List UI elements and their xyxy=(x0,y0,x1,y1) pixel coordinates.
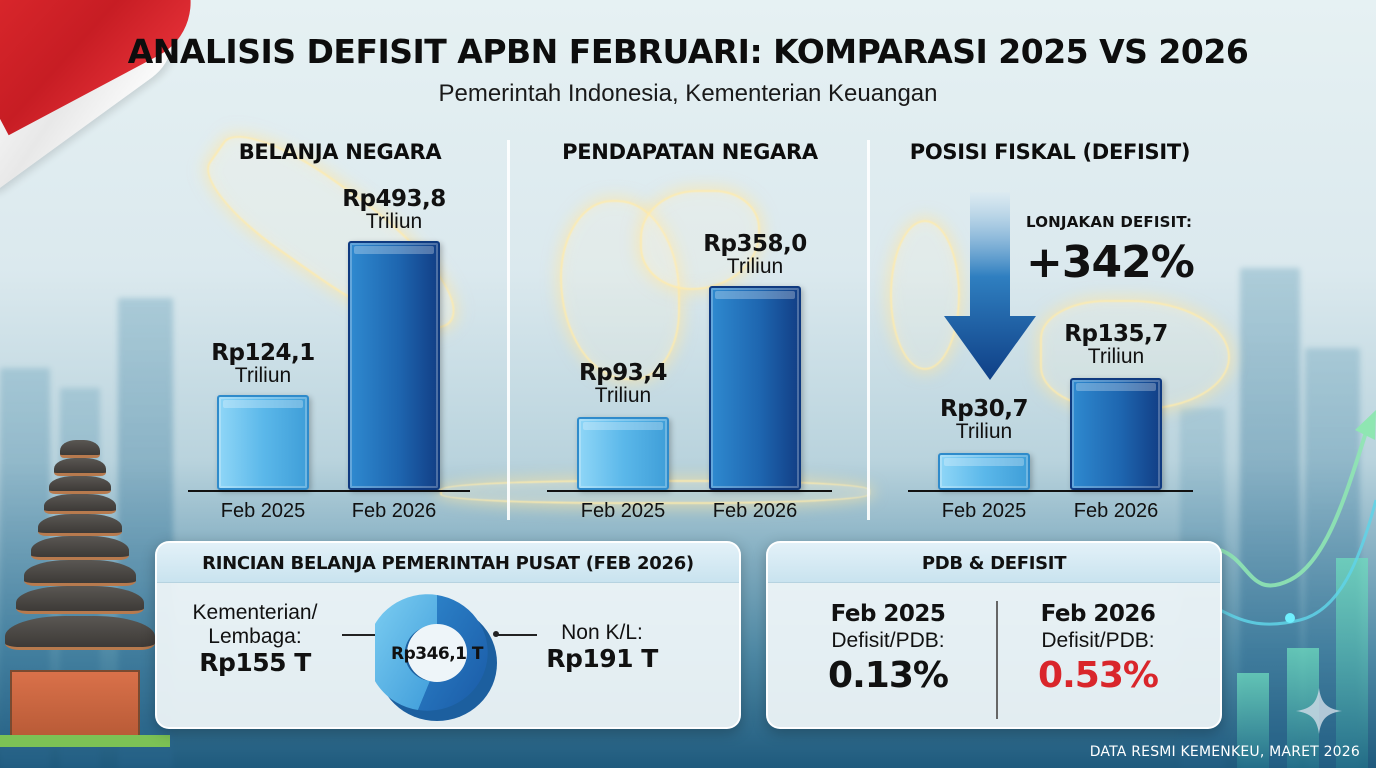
surge-value: +342% xyxy=(1026,237,1195,288)
pdb-label: Defisit/PDB: xyxy=(1041,629,1155,652)
breakdown-card: RINCIAN BELANJA PEMERINTAH PUSAT (FEB 20… xyxy=(155,541,741,729)
column-divider xyxy=(996,601,998,719)
panel-belanja-negara: BELANJA NEGARA Rp124,1 Triliun Rp493,8 T… xyxy=(180,130,500,530)
panel-divider xyxy=(507,140,510,520)
panel-pendapatan-negara: PENDAPATAN NEGARA Rp93,4 Triliun Rp358,0… xyxy=(520,130,860,530)
pdb-year: Feb 2025 xyxy=(830,601,946,627)
x-axis-label: Feb 2026 xyxy=(1073,500,1159,522)
page-title: ANALISIS DEFISIT APBN FEBRUARI: KOMPARAS… xyxy=(127,32,1249,71)
bar-value-label: Rp135,7 Triliun xyxy=(1064,321,1168,368)
bali-temple-decoration xyxy=(0,430,170,750)
bar-value-label: Rp124,1 Triliun xyxy=(211,340,315,387)
leader-dot xyxy=(493,631,499,637)
x-axis-label: Feb 2025 xyxy=(580,500,666,522)
chart-baseline xyxy=(547,490,832,492)
card-title: RINCIAN BELANJA PEMERINTAH PUSAT (FEB 20… xyxy=(157,543,739,583)
chart-baseline xyxy=(908,490,1193,492)
legend-kementerian-lembaga: Kementerian/ Lembaga: Rp155 T xyxy=(192,601,318,677)
sparkle-icon xyxy=(1296,688,1342,734)
bar-value-label: Rp493,8 Triliun xyxy=(342,186,446,233)
pdb-column-2025: Feb 2025 Defisit/PDB: 0.13% xyxy=(788,601,988,696)
surge-label: LONJAKAN DEFISIT: xyxy=(1026,213,1193,231)
panel-title: BELANJA NEGARA xyxy=(238,140,442,164)
x-axis-label: Feb 2025 xyxy=(941,500,1027,522)
pdb-value-highlight: 0.53% xyxy=(1038,655,1159,696)
panel-title: POSISI FISKAL (DEFISIT) xyxy=(909,140,1191,164)
panel-divider xyxy=(867,140,870,520)
leader-line xyxy=(497,634,537,636)
page-subtitle: Pemerintah Indonesia, Kementerian Keuang… xyxy=(438,80,938,107)
x-axis-label: Feb 2026 xyxy=(712,500,798,522)
pdb-label: Defisit/PDB: xyxy=(831,629,945,652)
bar-value-label: Rp30,7 Triliun xyxy=(940,396,1028,443)
source-footer: DATA RESMI KEMENKEU, MARET 2026 xyxy=(1089,744,1360,760)
donut-chart: Rp346,1 T xyxy=(367,593,499,725)
down-arrow-icon xyxy=(944,192,1036,380)
pdb-deficit-card: PDB & DEFISIT Feb 2025 Defisit/PDB: 0.13… xyxy=(766,541,1222,729)
pdb-year: Feb 2026 xyxy=(1040,601,1156,627)
leader-line xyxy=(342,634,387,636)
x-axis-label: Feb 2026 xyxy=(351,500,437,522)
x-axis-label: Feb 2025 xyxy=(220,500,306,522)
card-title: PDB & DEFISIT xyxy=(768,543,1220,583)
donut-total: Rp346,1 T xyxy=(390,643,484,664)
pdb-column-2026: Feb 2026 Defisit/PDB: 0.53% xyxy=(998,601,1198,696)
pdb-value: 0.13% xyxy=(828,655,949,696)
panel-title: PENDAPATAN NEGARA xyxy=(562,140,818,164)
legend-non-kl: Non K/L: Rp191 T xyxy=(546,621,658,673)
bar-value-label: Rp93,4 Triliun xyxy=(579,360,667,407)
panel-posisi-fiskal: POSISI FISKAL (DEFISIT) LONJAKAN DEFISIT… xyxy=(880,130,1220,530)
bar-value-label: Rp358,0 Triliun xyxy=(703,231,807,278)
chart-baseline xyxy=(188,490,470,492)
